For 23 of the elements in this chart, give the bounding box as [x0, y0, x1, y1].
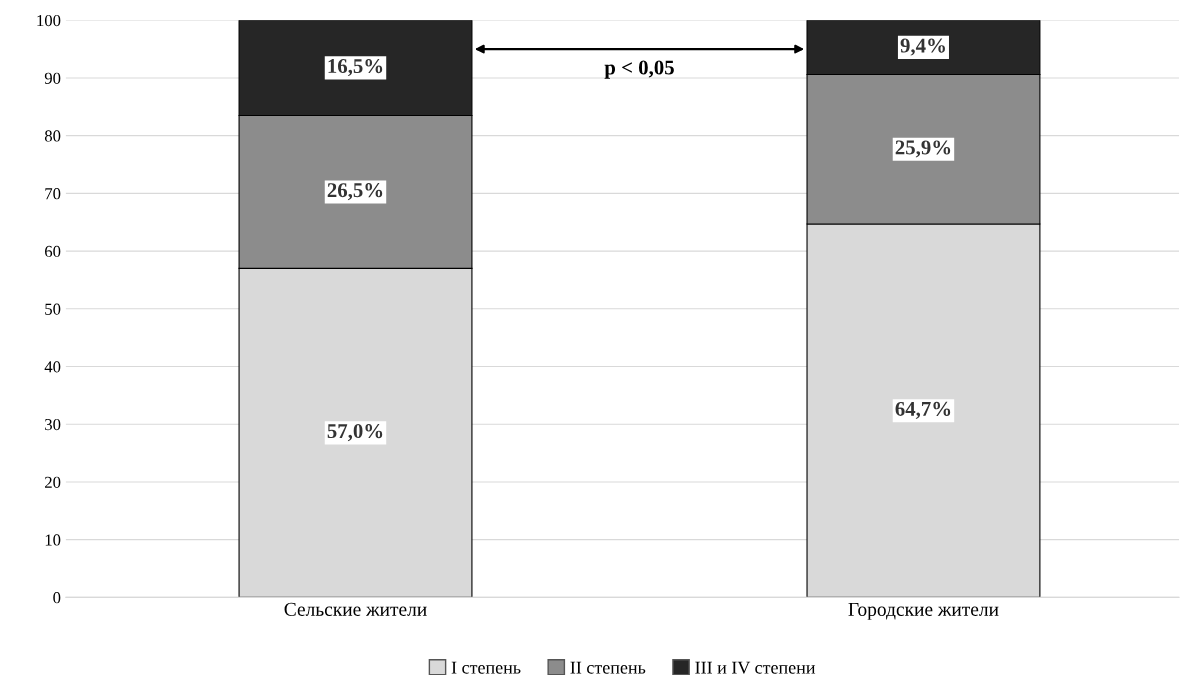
y-tick-label: 70 [45, 188, 61, 200]
annotation: p < 0,05 [604, 60, 674, 79]
x-tick-label: Сельские жители [284, 602, 427, 616]
legend-label: III и IV степени [695, 661, 816, 674]
y-tick-label: 90 [44, 72, 61, 84]
legend-label: II степень [570, 661, 646, 674]
y-tick-label: 10 [45, 534, 61, 546]
y-tick-label: 50 [45, 303, 61, 315]
y-tick-label: 40 [44, 361, 61, 373]
legend-label: I степень [451, 661, 521, 674]
data-label: 26,5% [327, 183, 383, 201]
y-tick-label: 100 [37, 14, 61, 27]
data-label: 9,4% [900, 38, 945, 56]
data-label: 57,0% [327, 424, 383, 442]
data-label: 25,9% [895, 140, 951, 158]
y-tick-label: 80 [44, 130, 61, 142]
y-tick-label: 20 [45, 476, 61, 488]
y-tick-label: 0 [53, 592, 61, 604]
x-tick-label: Городские жители [848, 603, 999, 620]
data-label: 64,7% [895, 401, 951, 419]
y-tick-label: 30 [45, 418, 61, 431]
y-tick-label: 60 [45, 245, 61, 258]
data-label: 16,5% [328, 59, 383, 77]
